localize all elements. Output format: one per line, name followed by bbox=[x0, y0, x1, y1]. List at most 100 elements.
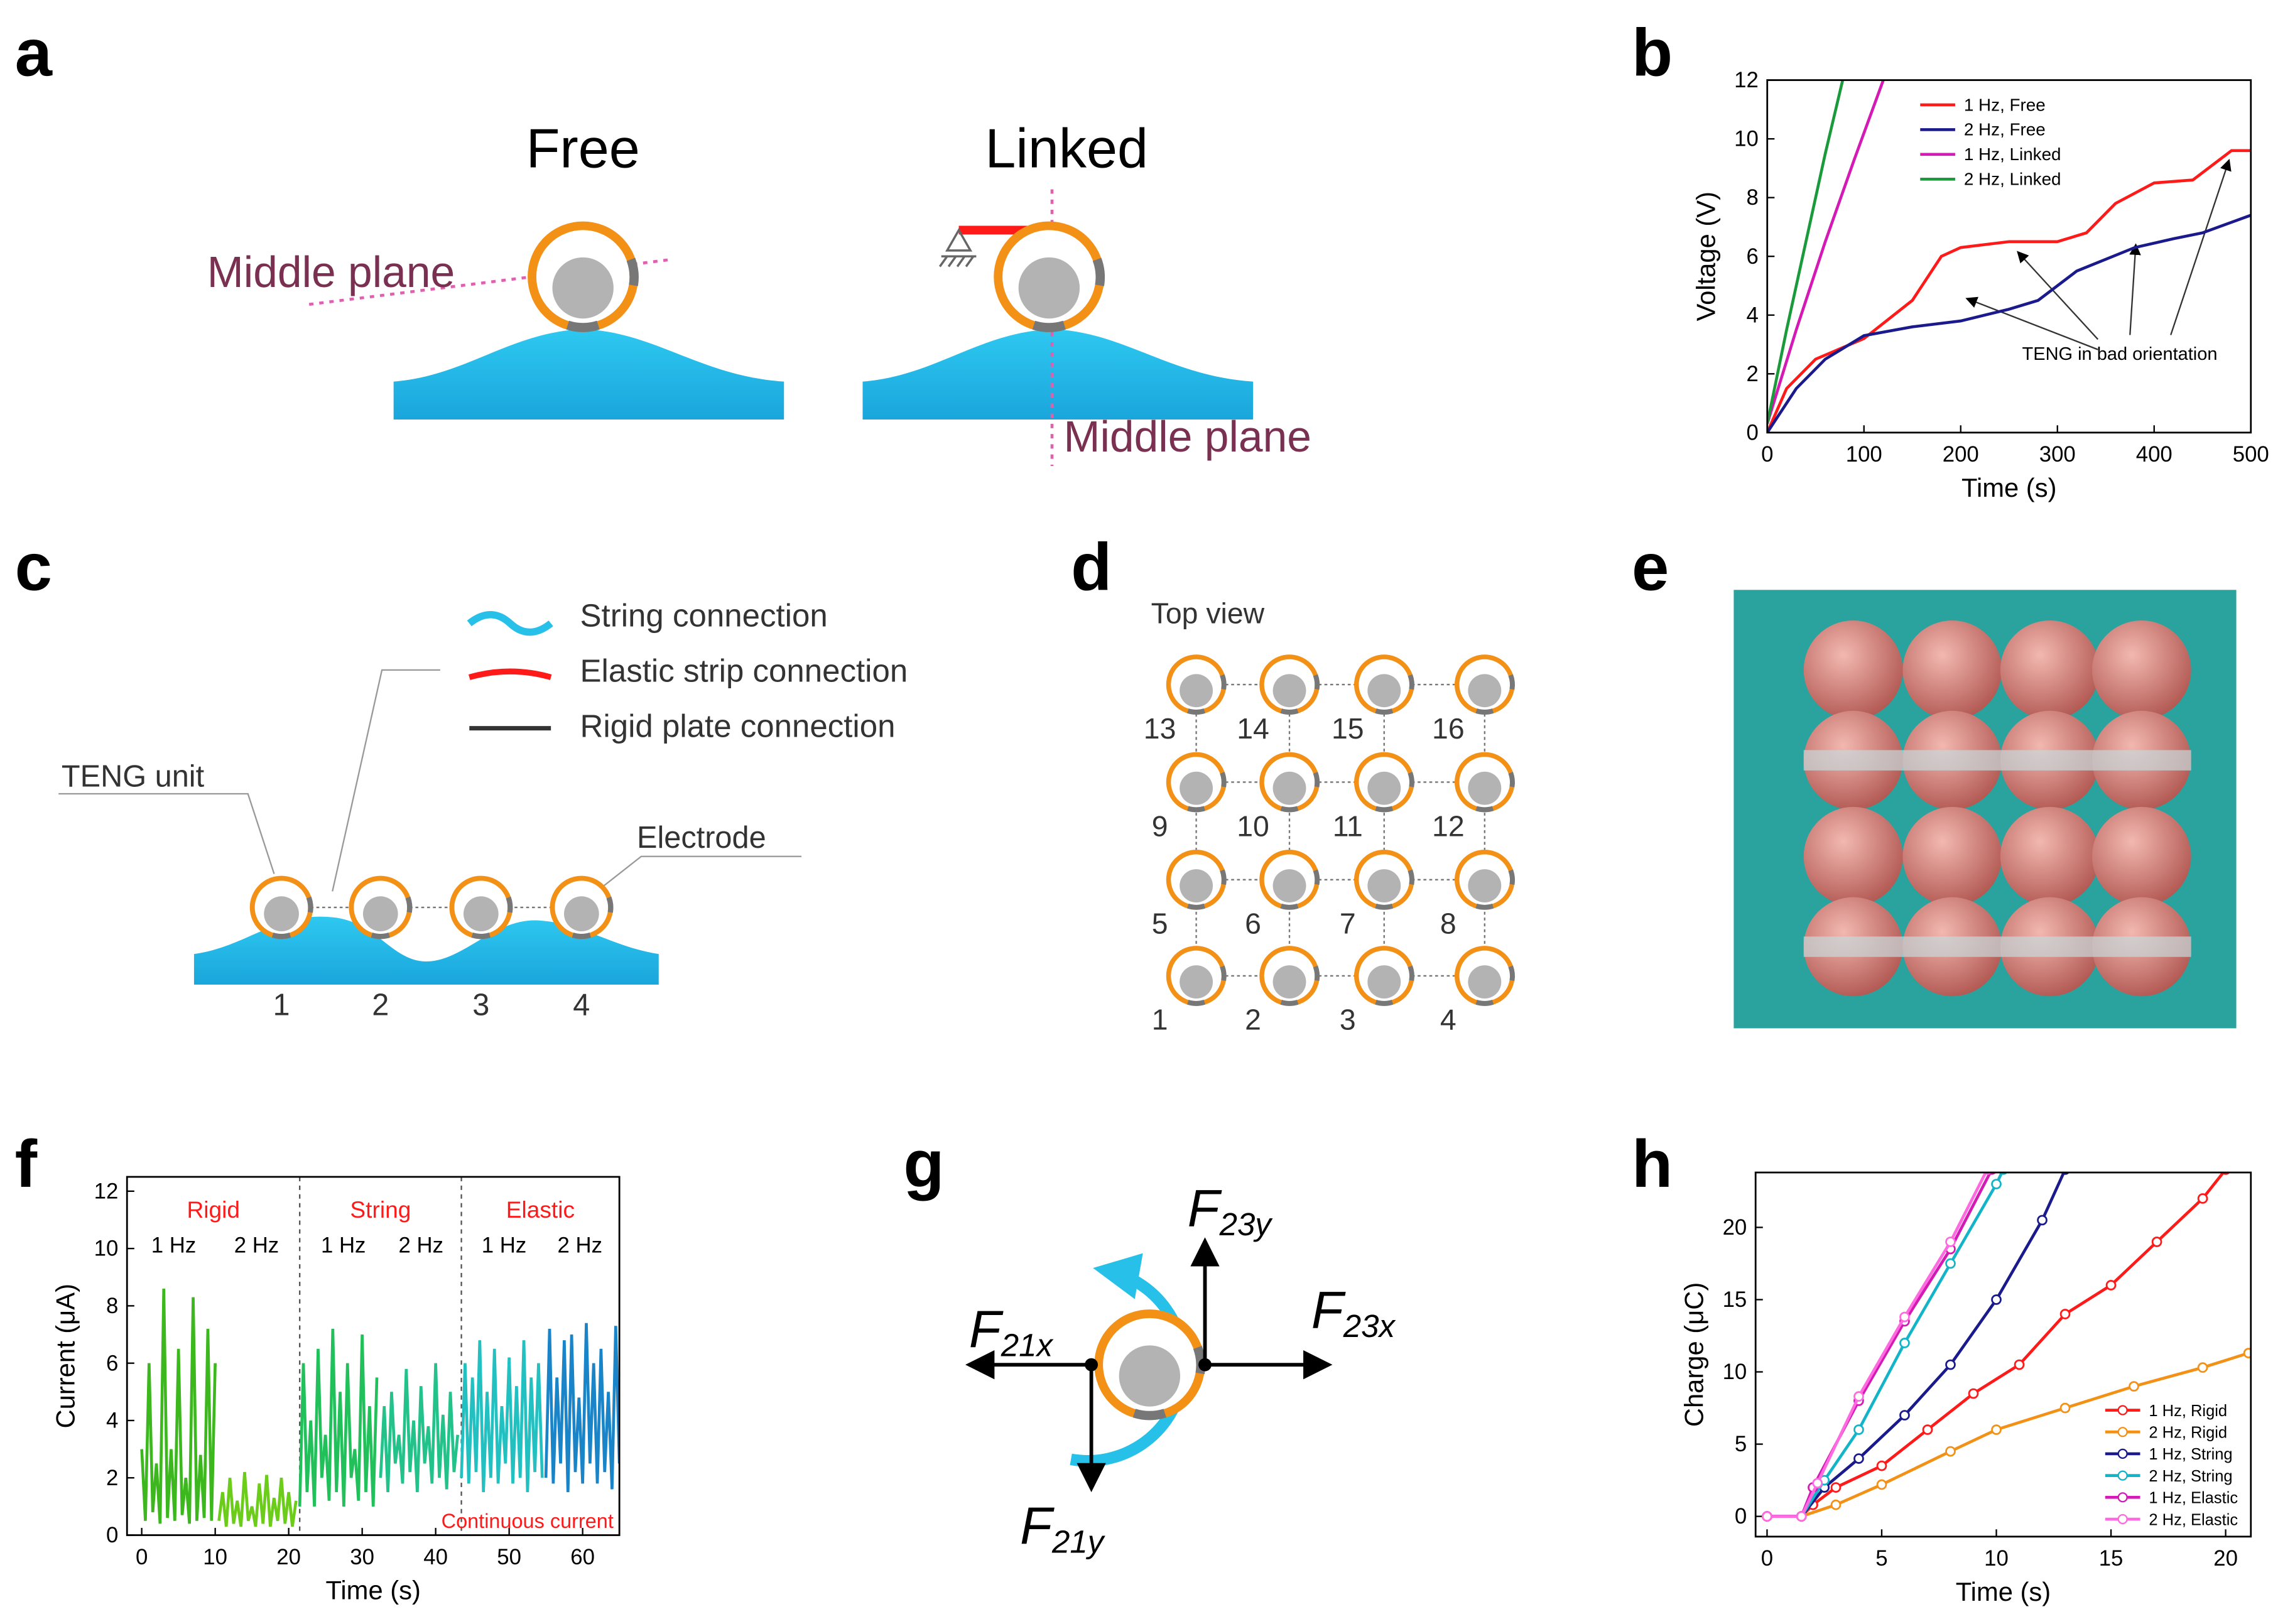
panel-label: g bbox=[903, 1126, 944, 1201]
sphere bbox=[2000, 620, 2100, 720]
marker bbox=[2105, 1280, 2117, 1291]
x-tick-label: 100 bbox=[1846, 443, 1882, 467]
marker bbox=[1945, 1446, 1956, 1457]
marker bbox=[1876, 1460, 1887, 1471]
unit-label: 1 bbox=[1152, 1004, 1168, 1036]
title: Top view bbox=[1151, 597, 1265, 630]
teng-unit bbox=[1457, 948, 1512, 1004]
marker bbox=[1899, 1311, 1910, 1323]
wave bbox=[393, 329, 784, 420]
teng-unit bbox=[1169, 948, 1224, 1004]
arrow bbox=[1965, 296, 2098, 350]
unit-label: 2 bbox=[372, 988, 389, 1022]
x-tick-label: 400 bbox=[2136, 443, 2173, 467]
teng-unit bbox=[1169, 657, 1224, 712]
x-tick-label: 40 bbox=[423, 1546, 448, 1569]
photo bbox=[1733, 590, 2237, 1029]
rate-label: 1 Hz bbox=[482, 1234, 526, 1258]
label: Linked bbox=[985, 117, 1148, 180]
series-line bbox=[1767, 1351, 2249, 1518]
force-label: F23x bbox=[1311, 1280, 1396, 1344]
sphere bbox=[2091, 806, 2191, 906]
series-line bbox=[1767, 80, 1845, 425]
marker bbox=[1968, 1388, 1979, 1399]
legend-label: 1 Hz, String bbox=[2149, 1446, 2232, 1463]
series-line bbox=[379, 1363, 460, 1493]
marker bbox=[1796, 1511, 1807, 1522]
teng-unit bbox=[1169, 852, 1224, 907]
marker bbox=[1945, 1359, 1956, 1370]
leader bbox=[600, 855, 802, 889]
legend-marker bbox=[2117, 1470, 2128, 1481]
marker bbox=[2151, 1237, 2162, 1247]
y-tick-label: 6 bbox=[1746, 245, 1758, 269]
x-tick-label: 10 bbox=[203, 1546, 227, 1569]
arrow bbox=[2170, 158, 2232, 335]
y-tick-label: 4 bbox=[1746, 303, 1758, 327]
axes-frame bbox=[1766, 79, 2252, 434]
force-label: F23y bbox=[1188, 1179, 1274, 1242]
unit-label: 2 bbox=[1245, 1004, 1261, 1036]
teng-unit bbox=[351, 879, 410, 937]
symbol: F bbox=[1311, 1280, 1346, 1340]
unit-label: 12 bbox=[1432, 809, 1465, 842]
unit-label: 4 bbox=[573, 988, 590, 1022]
sphere bbox=[2000, 806, 2100, 906]
marker bbox=[1899, 1338, 1910, 1348]
force-label: F21x bbox=[969, 1299, 1054, 1363]
legend-swatch bbox=[467, 611, 553, 636]
symbol: F bbox=[1020, 1496, 1055, 1555]
marker bbox=[1945, 1237, 1956, 1247]
teng-unit bbox=[532, 225, 634, 327]
point bbox=[1085, 1358, 1099, 1372]
unit-label: 15 bbox=[1332, 712, 1364, 745]
sphere bbox=[1902, 620, 2002, 720]
marker bbox=[2197, 1362, 2208, 1373]
series-line bbox=[544, 1323, 620, 1493]
y-tick-label: 20 bbox=[1723, 1216, 1747, 1240]
teng-unit bbox=[1357, 852, 1412, 907]
symbol: F bbox=[969, 1299, 1004, 1358]
teng-unit bbox=[552, 879, 610, 937]
point bbox=[1198, 1358, 1212, 1372]
legend-label: 2 Hz, String bbox=[2149, 1468, 2232, 1485]
y-tick-label: 10 bbox=[1723, 1360, 1747, 1384]
panel-label: h bbox=[1632, 1126, 1673, 1201]
y-tick-label: 0 bbox=[1746, 421, 1758, 445]
y-tick-label: 2 bbox=[106, 1466, 118, 1490]
panel-label: a bbox=[15, 15, 53, 90]
y-tick-label: 0 bbox=[1735, 1505, 1747, 1529]
grid: 13 14 15 169 10 11 125 6 7 81 2 3 4 bbox=[1144, 657, 1512, 1036]
legend-label: Elastic strip connection bbox=[580, 652, 908, 688]
teng-unit bbox=[1457, 852, 1512, 907]
marker bbox=[2243, 1348, 2251, 1358]
tape bbox=[1803, 936, 2191, 957]
x-tick-label: 10 bbox=[1984, 1547, 2009, 1571]
legend-label: 1 Hz, Elastic bbox=[2149, 1490, 2238, 1507]
panel-label: e bbox=[1632, 529, 1669, 604]
group-label: Rigid bbox=[187, 1196, 240, 1223]
x-axis-title: Time (s) bbox=[1961, 473, 2056, 502]
sphere bbox=[1803, 620, 1903, 720]
teng-unit bbox=[1457, 754, 1512, 809]
marker bbox=[1830, 1499, 1842, 1510]
unit-label: 4 bbox=[1440, 1004, 1457, 1036]
legend-label: 1 Hz, Rigid bbox=[2149, 1402, 2227, 1420]
rate-label: 1 Hz bbox=[321, 1234, 366, 1258]
symbol: F bbox=[1188, 1179, 1222, 1238]
label: TENG unit bbox=[62, 759, 205, 793]
unit-label: 13 bbox=[1144, 712, 1176, 745]
wave bbox=[862, 329, 1254, 420]
sphere bbox=[1803, 806, 1903, 906]
x-tick-label: 50 bbox=[497, 1546, 521, 1569]
rate-label: 1 Hz bbox=[151, 1234, 196, 1258]
force-label: F21y bbox=[1020, 1496, 1106, 1559]
legend-marker bbox=[2117, 1427, 2128, 1437]
series-line bbox=[1767, 1172, 2066, 1518]
series-line bbox=[1767, 214, 2251, 433]
y-tick-label: 10 bbox=[1734, 127, 1759, 151]
label: Middle plane bbox=[207, 247, 455, 296]
unit-label: 3 bbox=[1340, 1004, 1356, 1036]
marker bbox=[1899, 1410, 1910, 1421]
y-tick-label: 15 bbox=[1723, 1288, 1747, 1312]
